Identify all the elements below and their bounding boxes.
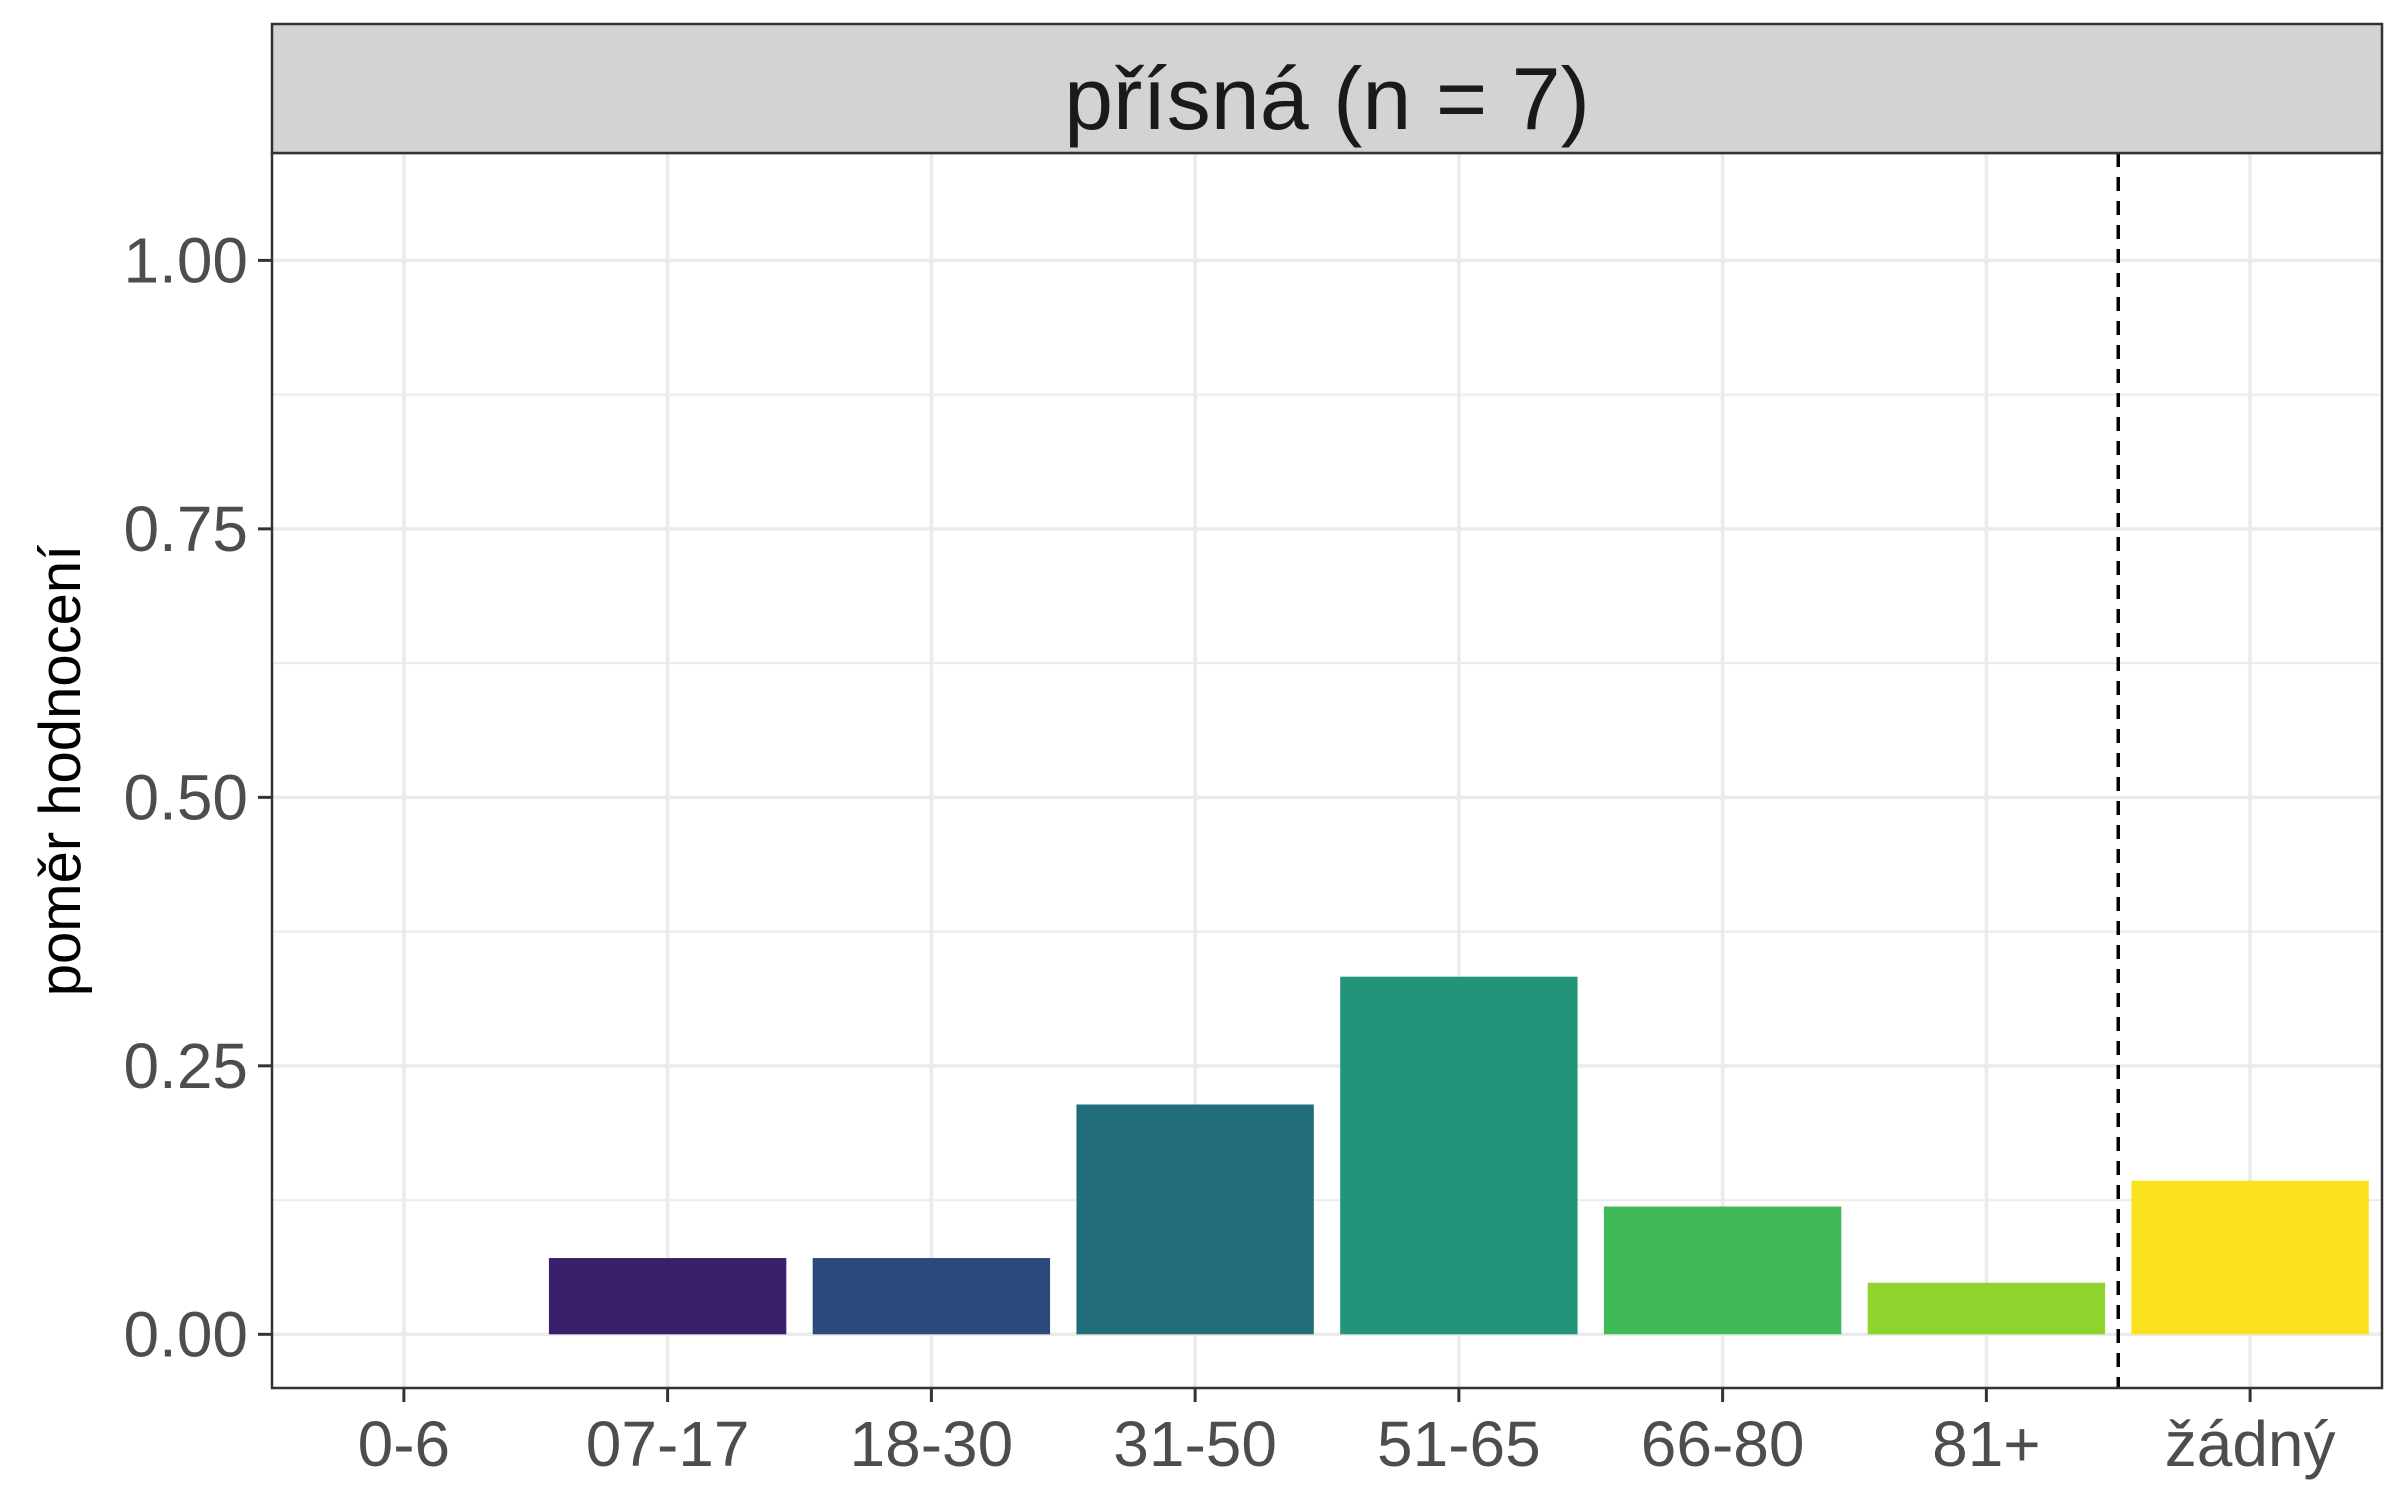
x-tick-label: 81+ [1932,1408,2041,1480]
bar-18-30 [812,1258,1051,1335]
bar-31-50 [1076,1104,1314,1335]
y-tick-label: 0.00 [123,1298,248,1370]
bar-51-65 [1340,976,1578,1335]
x-tick-label: 18-30 [850,1408,1014,1480]
bar-07-17 [548,1258,787,1335]
panel-border [270,151,2384,1390]
facet-strip-title: přísná (n = 7) [1064,49,1590,148]
x-tick-label: 66-80 [1641,1408,1805,1480]
x-tick-label: žádný [2165,1408,2336,1480]
x-axis: 0-6 07-17 18-30 31-50 51-65 66-80 81+ žádný [358,1388,2336,1480]
bar-66-80 [1603,1206,1842,1335]
grid-lines [272,153,2382,1388]
bars [548,976,2369,1335]
bar-žádný [2131,1180,2369,1335]
y-tick-label: 1.00 [123,224,248,296]
y-axis-title: poměr hodnocení [28,545,93,996]
x-tick-label: 0-6 [358,1408,451,1480]
y-tick-label: 0.75 [123,493,248,565]
facet-strip [270,22,2384,155]
x-tick-label: 31-50 [1113,1408,1277,1480]
x-tick-label: 07-17 [586,1408,750,1480]
x-tick-label: 51-65 [1377,1408,1541,1480]
y-tick-label: 0.50 [123,761,248,833]
bar-81+ [1867,1282,2106,1335]
y-axis: 0.00 0.25 0.50 0.75 1.00 [123,224,272,1370]
y-tick-label: 0.25 [123,1030,248,1102]
